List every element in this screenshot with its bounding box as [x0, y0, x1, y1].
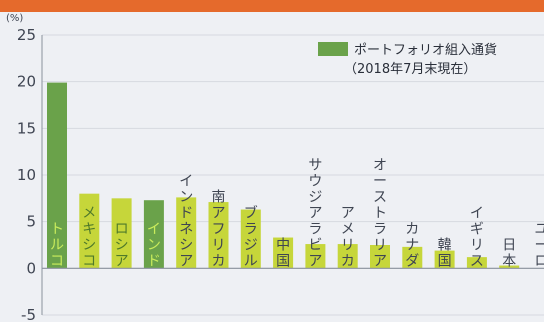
category-label: 南アフリカ — [212, 189, 226, 269]
category-label: アメリカ — [341, 205, 355, 269]
category-label: ユーロ — [535, 221, 544, 269]
category-label: 日本 — [502, 237, 516, 269]
bar — [434, 250, 455, 269]
category-label: ロシア — [115, 221, 129, 269]
bar — [176, 197, 197, 269]
category-label: イギリス — [470, 205, 484, 269]
bar — [499, 265, 520, 269]
y-tick-label: 0 — [26, 259, 36, 277]
bar — [370, 245, 390, 269]
bar — [79, 193, 100, 269]
bar — [305, 244, 326, 269]
bars — [47, 82, 544, 269]
y-tick-label: 5 — [26, 213, 36, 231]
bar — [402, 246, 423, 269]
y-tick-label: 10 — [17, 166, 36, 184]
category-label: オーストラリア — [373, 157, 387, 269]
category-label: 韓国 — [438, 237, 452, 269]
bar — [111, 198, 132, 269]
legend-swatch — [318, 42, 348, 56]
legend: ポートフォリオ組入通貨 （2018年7月末現在） — [318, 42, 497, 77]
bar — [143, 200, 164, 269]
header-banner — [0, 0, 544, 12]
y-tick-label: 25 — [17, 26, 36, 44]
category-label: 中国 — [276, 237, 290, 269]
bar — [208, 202, 229, 269]
y-tick-label: -5 — [21, 306, 36, 322]
bar — [240, 209, 261, 269]
bar — [273, 237, 294, 269]
category-label: ブラジル — [244, 204, 258, 269]
grid — [41, 34, 544, 316]
legend-note: （2018年7月末現在） — [344, 62, 476, 77]
y-axis-ticks: -5 0 5 10 15 20 25 — [17, 26, 36, 322]
category-label: メキシコ — [82, 205, 96, 269]
y-tick-label: 15 — [17, 119, 36, 137]
category-label: インドネシア — [179, 173, 193, 269]
y-tick-label: 20 — [17, 73, 36, 91]
category-label: インド — [147, 221, 161, 269]
bar — [337, 244, 358, 269]
bar — [466, 257, 487, 269]
y-unit-label: (%) — [6, 13, 23, 24]
category-label: トルコ — [50, 221, 64, 269]
category-label: サウジアラビア — [308, 157, 322, 269]
category-label: カナダ — [405, 221, 419, 269]
legend-label: ポートフォリオ組入通貨 — [354, 42, 497, 58]
bar — [47, 82, 67, 269]
